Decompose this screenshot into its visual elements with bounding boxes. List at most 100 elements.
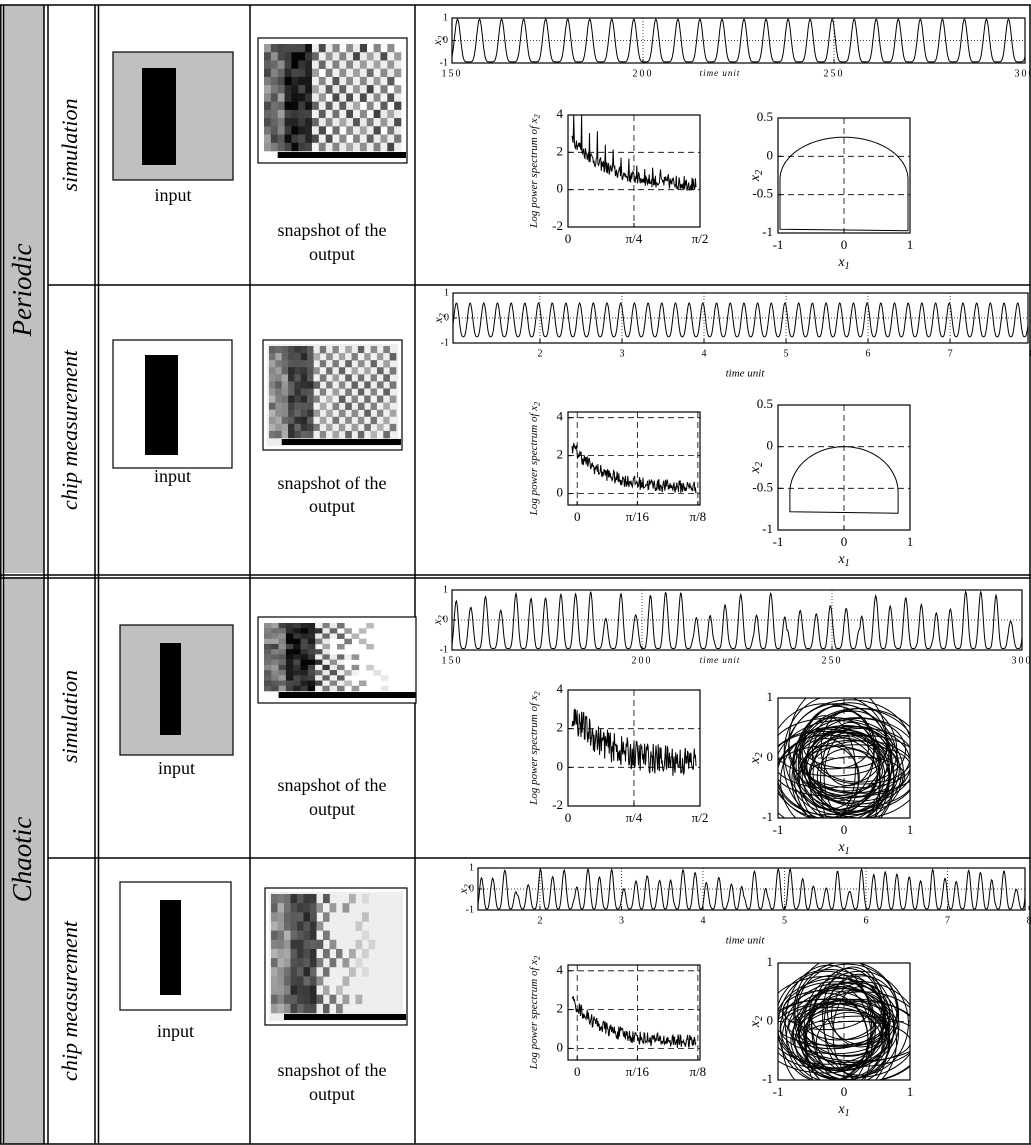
snapshot-pixel — [291, 903, 298, 912]
group-label: Periodic — [7, 244, 37, 338]
snapshot-pixel — [313, 346, 320, 353]
snapshot-pixel — [293, 628, 301, 634]
snapshot-pixel — [301, 654, 309, 660]
snapshot-pixel — [278, 143, 285, 152]
snapshot-pixel — [330, 670, 338, 676]
snapshot-pixel — [271, 921, 278, 930]
snapshot-pixel — [271, 93, 278, 102]
snapshot-pixel — [390, 367, 397, 374]
snapshot-pixel — [305, 44, 312, 53]
x-tick-label: π/2 — [692, 231, 709, 246]
snapshot-pixel — [333, 102, 340, 111]
snapshot-pixel — [284, 940, 291, 949]
snapshot-pixel — [301, 670, 309, 676]
snapshot-pixel — [288, 346, 295, 353]
x-axis-label: time unit — [700, 655, 741, 665]
snapshot-pixel — [304, 903, 311, 912]
snapshot-bar — [278, 152, 406, 158]
x-tick-label: 250 — [822, 655, 843, 666]
snapshot-pixel — [313, 367, 320, 374]
output-caption: snapshot of the — [278, 220, 387, 240]
snapshot-pixel — [282, 417, 289, 424]
snapshot-pixel — [284, 976, 291, 985]
snapshot-pixel — [312, 77, 319, 86]
snapshot-pixel — [339, 93, 346, 102]
snapshot-pixel — [307, 388, 314, 395]
snapshot-pixel — [339, 110, 346, 119]
snapshot-pixel — [330, 1004, 337, 1013]
snapshot-pixel — [291, 894, 298, 903]
snapshot-pixel — [279, 660, 287, 666]
snapshot-pixel — [333, 381, 340, 388]
snapshot-pixel — [308, 670, 316, 676]
snapshot-pixel — [345, 403, 352, 410]
snapshot-pixel — [282, 346, 289, 353]
x-tick-label: 3 — [619, 348, 624, 359]
y-axis-label: x2 — [748, 170, 765, 182]
y-tick-label: -1 — [762, 809, 773, 824]
snapshot-pixel — [387, 143, 394, 152]
snapshot-pixel — [346, 60, 353, 69]
x-tick-label: 0 — [574, 509, 581, 524]
y-axis-label: Log power spectrum of x2 — [528, 402, 542, 516]
snapshot-pixel — [304, 940, 311, 949]
snapshot-pixel — [301, 410, 308, 417]
y-tick-label: 0 — [767, 1012, 774, 1027]
snapshot-pixel — [304, 912, 311, 921]
snapshot-pixel — [330, 903, 337, 912]
snapshot-pixel — [286, 686, 294, 692]
snapshot-pixel — [344, 681, 352, 687]
y-axis-label: x2 — [430, 36, 446, 46]
snapshot-pixel — [326, 52, 333, 61]
snapshot-pixel — [264, 670, 272, 676]
snapshot-pixel — [310, 995, 317, 1004]
snapshot-pixel — [364, 396, 371, 403]
snapshot-pixel — [291, 69, 298, 78]
snapshot-pixel — [271, 77, 278, 86]
snapshot-pixel — [293, 644, 301, 650]
snapshot-pixel — [264, 85, 271, 94]
snapshot-pixel — [304, 967, 311, 976]
snapshot-pixel — [333, 118, 340, 127]
x-tick-label: 150 — [442, 655, 463, 666]
snapshot-pixel — [282, 431, 289, 438]
x-tick-label: 0 — [574, 1064, 581, 1079]
snapshot-pixel — [337, 633, 345, 639]
snapshot-pixel — [286, 681, 294, 687]
snapshot-pixel — [278, 894, 285, 903]
snapshot-pixel — [275, 403, 282, 410]
snapshot-pixel — [271, 1004, 278, 1013]
label-sub: 2 — [532, 691, 541, 695]
snapshot-pixel — [315, 660, 323, 666]
snapshot-pixel — [282, 367, 289, 374]
snapshot-pixel — [380, 102, 387, 111]
snapshot-pixel — [323, 903, 330, 912]
snapshot-pixel — [333, 60, 340, 69]
snapshot-pixel — [339, 424, 346, 431]
trace — [453, 303, 1028, 337]
snapshot-pixel — [304, 986, 311, 995]
snapshot-pixel — [380, 85, 387, 94]
snapshot-pixel — [320, 346, 327, 353]
snapshot-pixel — [339, 396, 346, 403]
snapshot-pixel — [377, 403, 384, 410]
snapshot-pixel — [371, 417, 378, 424]
y-tick-label: 1 — [444, 287, 449, 298]
snapshot-pixel — [356, 958, 363, 967]
snapshot-pixel — [264, 135, 271, 144]
snapshot-pixel — [264, 633, 272, 639]
snapshot-pixel — [374, 670, 382, 676]
snapshot-pixel — [278, 85, 285, 94]
snapshot-pixel — [394, 118, 401, 127]
snapshot-pixel — [288, 381, 295, 388]
snapshot-pixel — [271, 976, 278, 985]
snapshot-pixel — [310, 986, 317, 995]
snapshot-pixel — [359, 681, 367, 687]
y-tick-label: -1 — [466, 904, 474, 915]
snapshot-pixel — [307, 410, 314, 417]
y-tick-label: -2 — [552, 218, 563, 233]
snapshot-pixel — [319, 118, 326, 127]
snapshot-pixel — [360, 126, 367, 135]
snapshot-pixel — [364, 424, 371, 431]
snapshot-pixel — [337, 660, 345, 666]
